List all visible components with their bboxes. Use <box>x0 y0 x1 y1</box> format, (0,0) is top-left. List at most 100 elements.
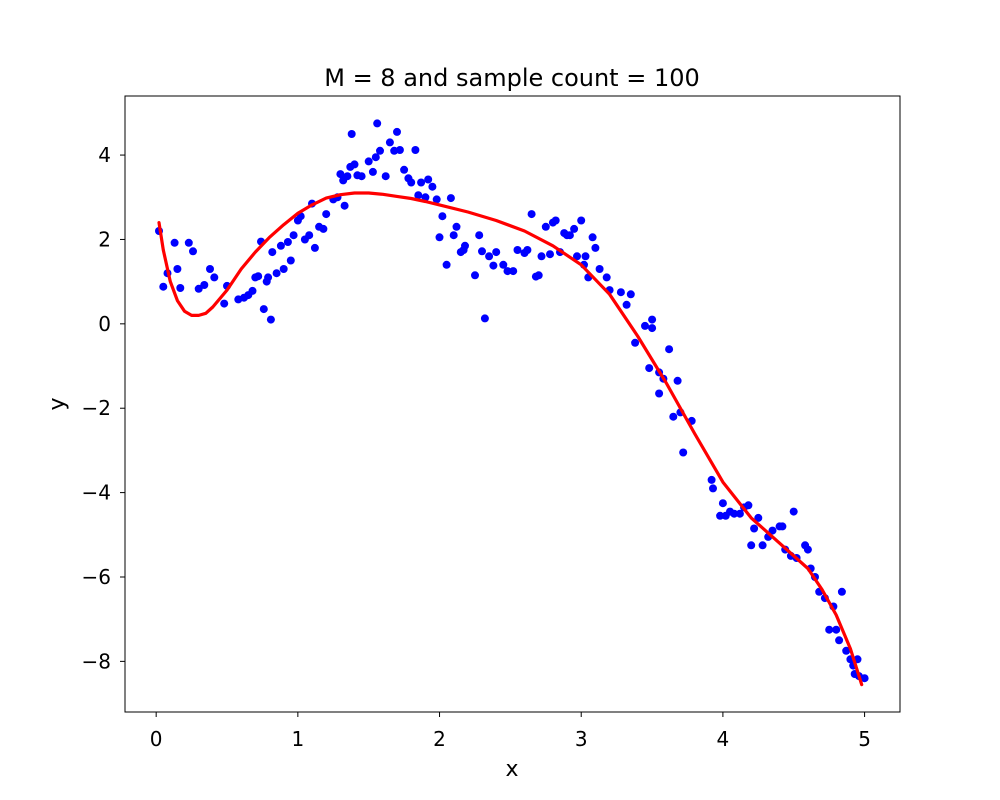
data-point <box>254 272 263 281</box>
data-point <box>546 250 554 259</box>
y-tick-label: −6 <box>82 565 111 589</box>
data-point <box>452 222 461 231</box>
data-point <box>376 146 384 155</box>
data-point <box>471 271 479 280</box>
data-point <box>730 509 739 518</box>
data-point <box>475 231 484 240</box>
data-point <box>513 246 522 254</box>
data-point <box>835 636 844 645</box>
data-point <box>385 138 394 147</box>
data-point <box>424 175 433 184</box>
data-point <box>735 509 744 518</box>
data-point <box>189 247 197 256</box>
data-point <box>289 231 298 240</box>
data-point <box>669 412 678 421</box>
x-tick-label: 1 <box>291 727 304 751</box>
data-point <box>272 269 281 278</box>
data-point <box>340 201 349 210</box>
data-point <box>485 252 494 261</box>
data-point <box>266 315 275 324</box>
data-point <box>347 130 356 138</box>
data-point <box>305 231 314 240</box>
data-point <box>825 625 834 634</box>
data-point <box>768 526 777 535</box>
data-point <box>373 119 382 128</box>
data-point <box>832 625 841 634</box>
data-point <box>716 511 725 520</box>
data-point <box>336 170 345 179</box>
data-point <box>747 541 756 550</box>
data-point <box>492 248 501 257</box>
data-point <box>210 273 219 282</box>
data-point <box>350 160 359 169</box>
data-point <box>200 281 209 289</box>
data-point <box>842 646 851 655</box>
data-point <box>159 282 168 291</box>
data-point <box>645 364 654 373</box>
data-point <box>577 216 586 225</box>
data-point <box>283 238 292 246</box>
data-point <box>622 300 631 309</box>
data-point <box>573 252 581 261</box>
data-point <box>778 522 787 531</box>
data-point <box>194 284 203 293</box>
data-point <box>421 193 430 202</box>
data-point <box>527 210 536 219</box>
plot-area <box>124 95 901 713</box>
data-point <box>264 273 273 282</box>
x-tick-label: 0 <box>150 727 163 751</box>
y-tick-label: −8 <box>82 649 111 673</box>
data-point <box>286 256 295 265</box>
data-point <box>428 182 437 191</box>
y-tick-label: 4 <box>98 143 111 167</box>
data-point <box>480 314 489 323</box>
data-point <box>631 338 640 347</box>
data-point <box>381 172 390 181</box>
data-point <box>432 195 441 204</box>
data-point <box>395 146 404 154</box>
data-point <box>750 524 759 533</box>
x-axis-label: x <box>505 757 518 782</box>
data-point <box>679 448 688 457</box>
data-point <box>718 499 727 508</box>
data-point <box>534 271 543 280</box>
data-point <box>673 376 682 385</box>
data-point <box>478 247 486 256</box>
data-point <box>591 243 600 252</box>
y-axis: 4 2 0 −2 −4 −6 −8 <box>82 143 125 673</box>
data-point <box>173 265 182 273</box>
data-point <box>357 172 366 181</box>
data-point <box>523 246 532 254</box>
data-point <box>616 288 625 297</box>
data-point <box>626 290 635 299</box>
data-point <box>489 261 498 270</box>
data-point <box>754 513 763 522</box>
x-tick-label: 3 <box>575 727 588 751</box>
data-point <box>837 587 846 596</box>
data-point <box>570 224 579 233</box>
data-point <box>438 212 447 221</box>
data-point <box>393 127 401 136</box>
data-point <box>461 241 469 250</box>
data-point <box>789 507 798 516</box>
data-point <box>446 194 455 203</box>
data-point <box>414 191 423 200</box>
x-tick-label: 2 <box>433 727 446 751</box>
data-point <box>176 284 185 292</box>
data-point <box>417 178 426 187</box>
data-point <box>449 231 458 240</box>
data-point <box>322 210 331 219</box>
data-point <box>581 252 590 261</box>
data-point <box>707 475 716 484</box>
data-point <box>503 267 512 276</box>
data-point <box>588 233 597 242</box>
data-point <box>648 315 657 324</box>
data-point <box>499 260 508 269</box>
data-point <box>541 222 550 231</box>
data-point <box>509 267 518 276</box>
data-point <box>220 299 229 308</box>
data-point <box>442 260 451 269</box>
fit-line <box>157 191 864 687</box>
data-point <box>170 238 179 247</box>
